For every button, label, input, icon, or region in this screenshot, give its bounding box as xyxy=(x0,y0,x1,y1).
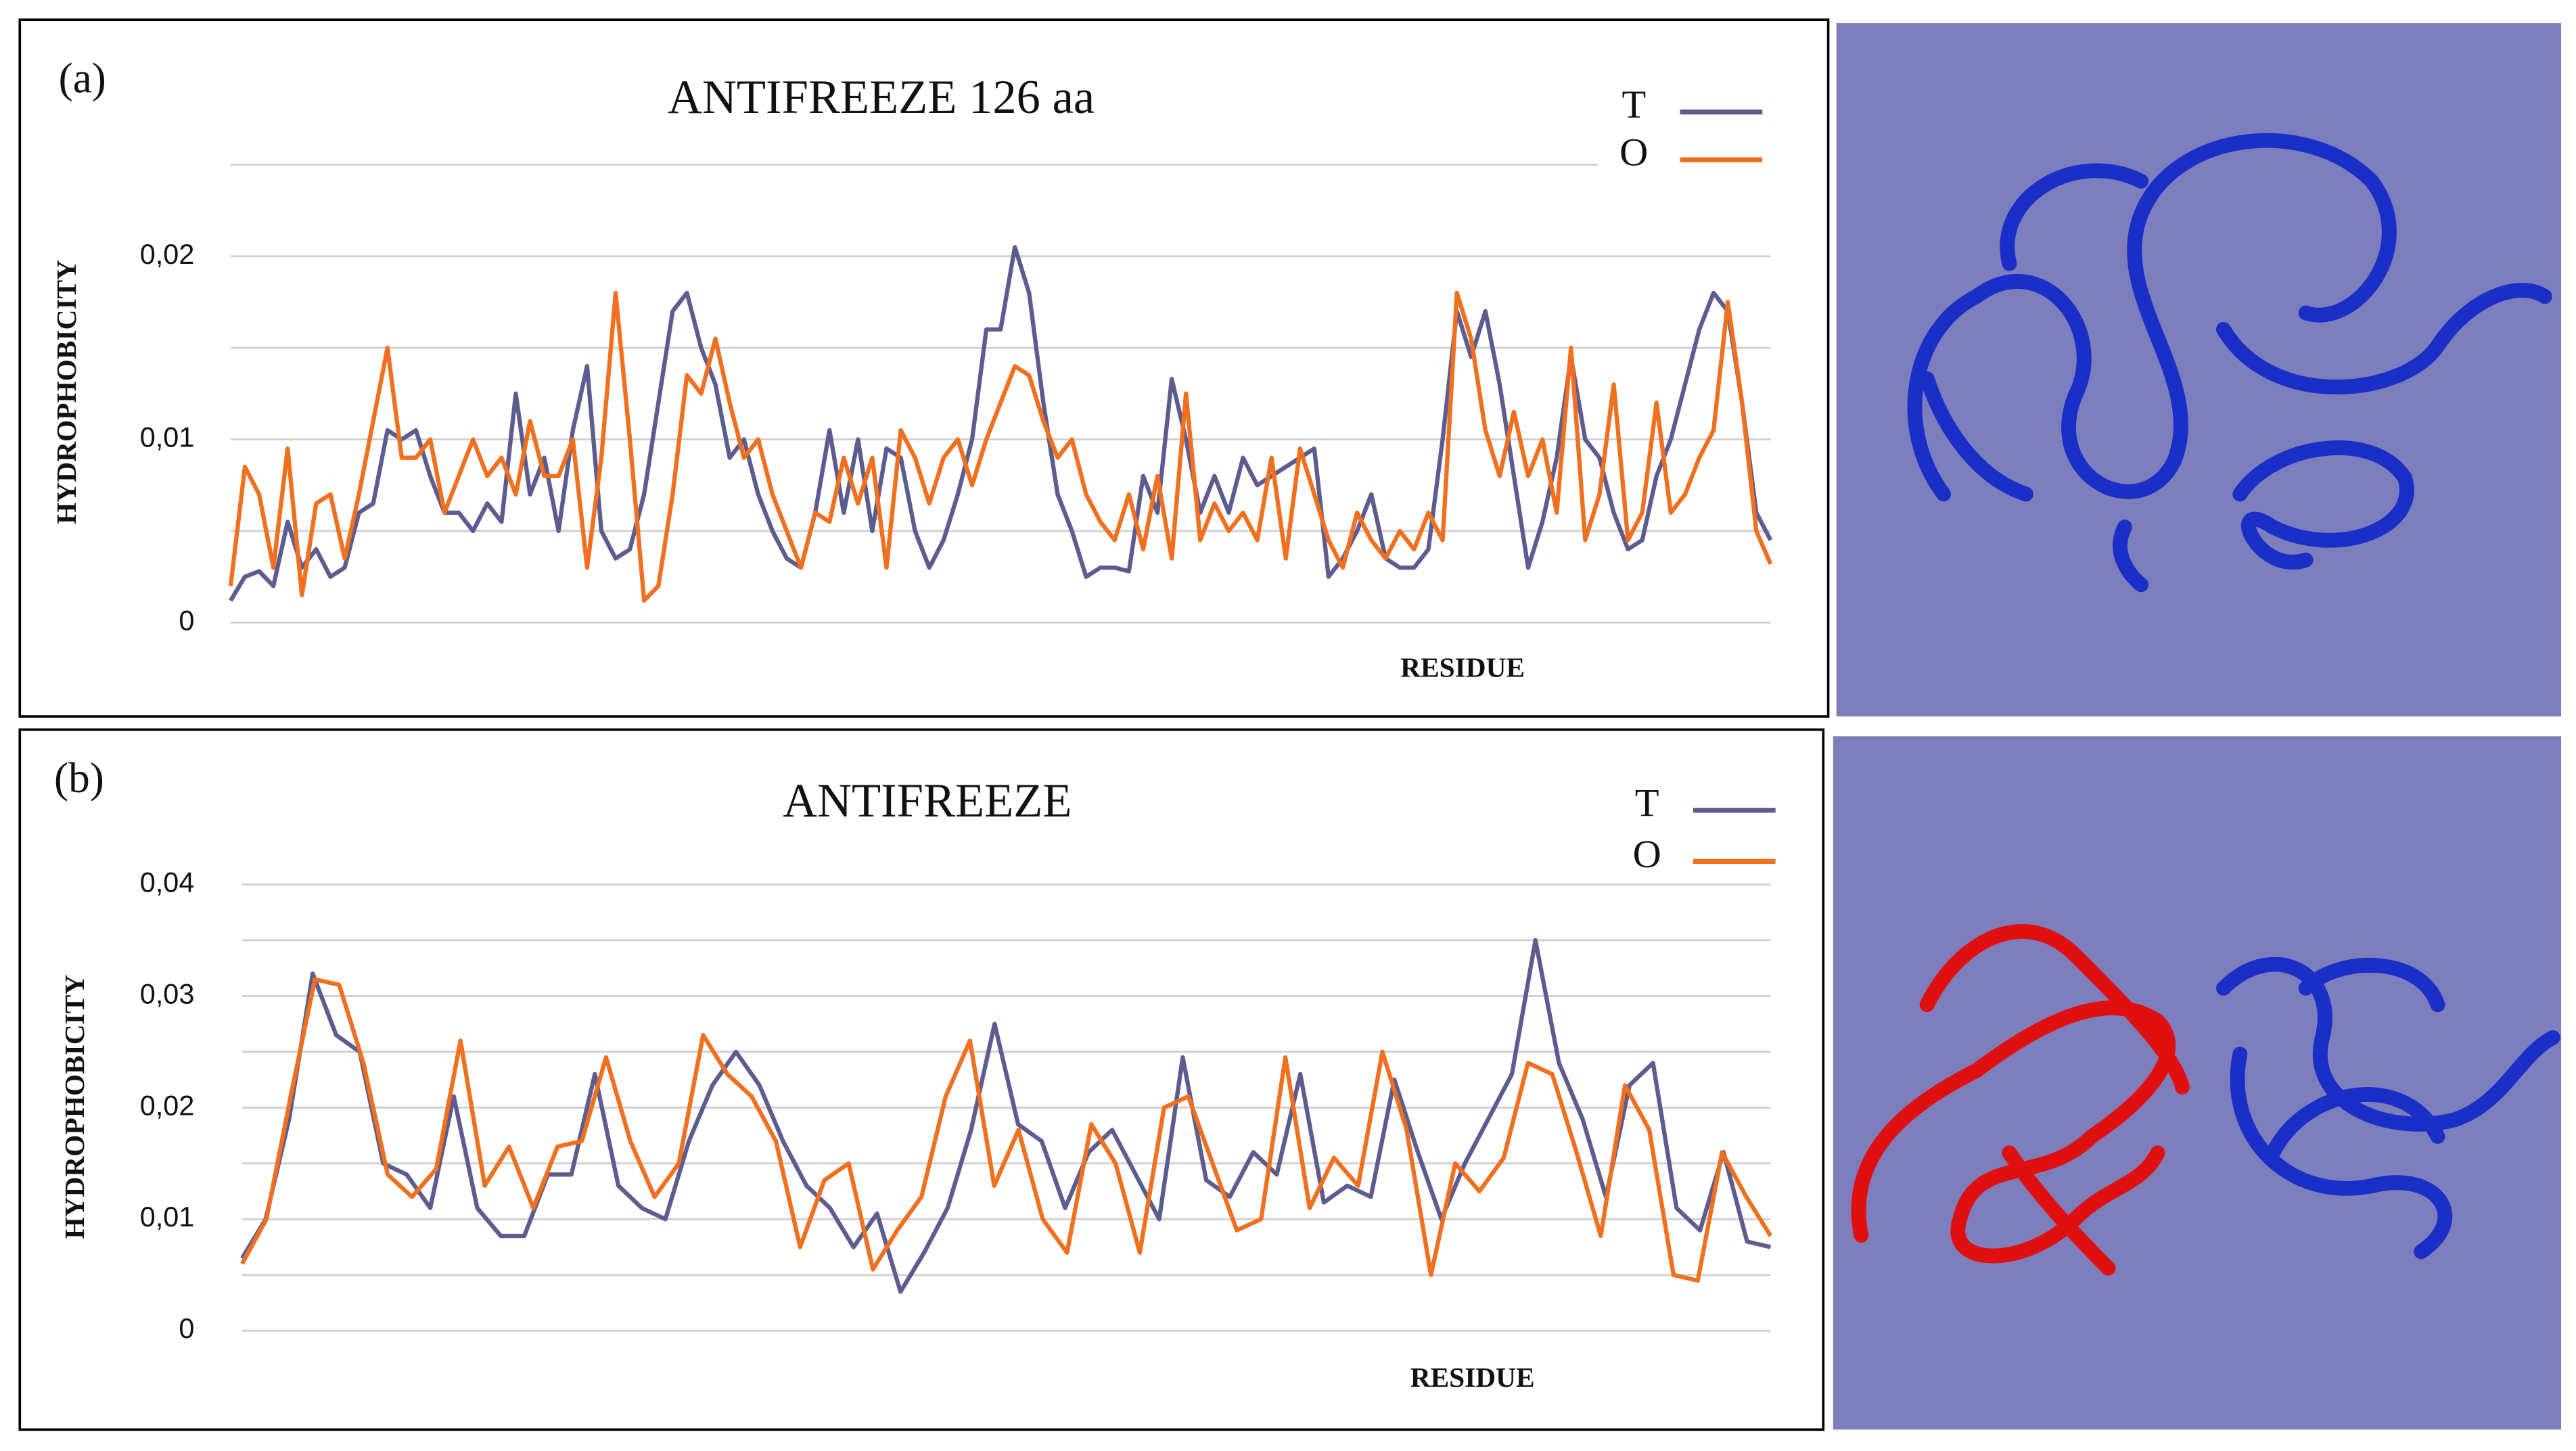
y-tick-label: 0,04 xyxy=(140,867,195,898)
image-background xyxy=(1836,23,2562,717)
panel-frame xyxy=(18,728,1825,1431)
y-tick-label: 0,01 xyxy=(140,422,195,453)
y-tick-label: 0,02 xyxy=(140,239,195,270)
ribbon xyxy=(1851,924,2190,1276)
y-axis-label: HYDROPHOBICITY xyxy=(59,975,90,1239)
x-axis-label: RESIDUE xyxy=(1410,1362,1535,1393)
panel-frame xyxy=(18,18,1830,718)
x-axis-label: RESIDUE xyxy=(1400,651,1525,683)
y-tick-label: 0 xyxy=(179,1313,194,1344)
protein-image xyxy=(1833,736,2562,1430)
y-tick-label: 0 xyxy=(179,605,194,636)
legend-label: T xyxy=(1635,781,1659,825)
legend-label: T xyxy=(1622,83,1646,126)
data-line xyxy=(228,290,1773,603)
chart-title: ANTIFREEZE 126 aa xyxy=(668,71,1095,124)
panel-label: (a) xyxy=(59,54,106,101)
legend-label: O xyxy=(1619,131,1648,175)
chart-title: ANTIFREEZE xyxy=(783,775,1072,827)
ribbon xyxy=(1907,133,2552,593)
y-axis-label: HYDROPHOBICITY xyxy=(51,260,82,524)
data-line xyxy=(240,977,1773,1283)
data-line xyxy=(240,938,1772,1294)
legend-label: O xyxy=(1633,832,1661,876)
y-tick-label: 0,03 xyxy=(140,978,195,1009)
y-tick-label: 0,02 xyxy=(140,1090,195,1121)
data-line xyxy=(229,245,1773,602)
y-tick-label: 0,01 xyxy=(140,1201,195,1233)
protein-image xyxy=(1836,23,2562,717)
panel-label: (b) xyxy=(54,754,104,802)
ribbon xyxy=(2215,957,2560,1260)
